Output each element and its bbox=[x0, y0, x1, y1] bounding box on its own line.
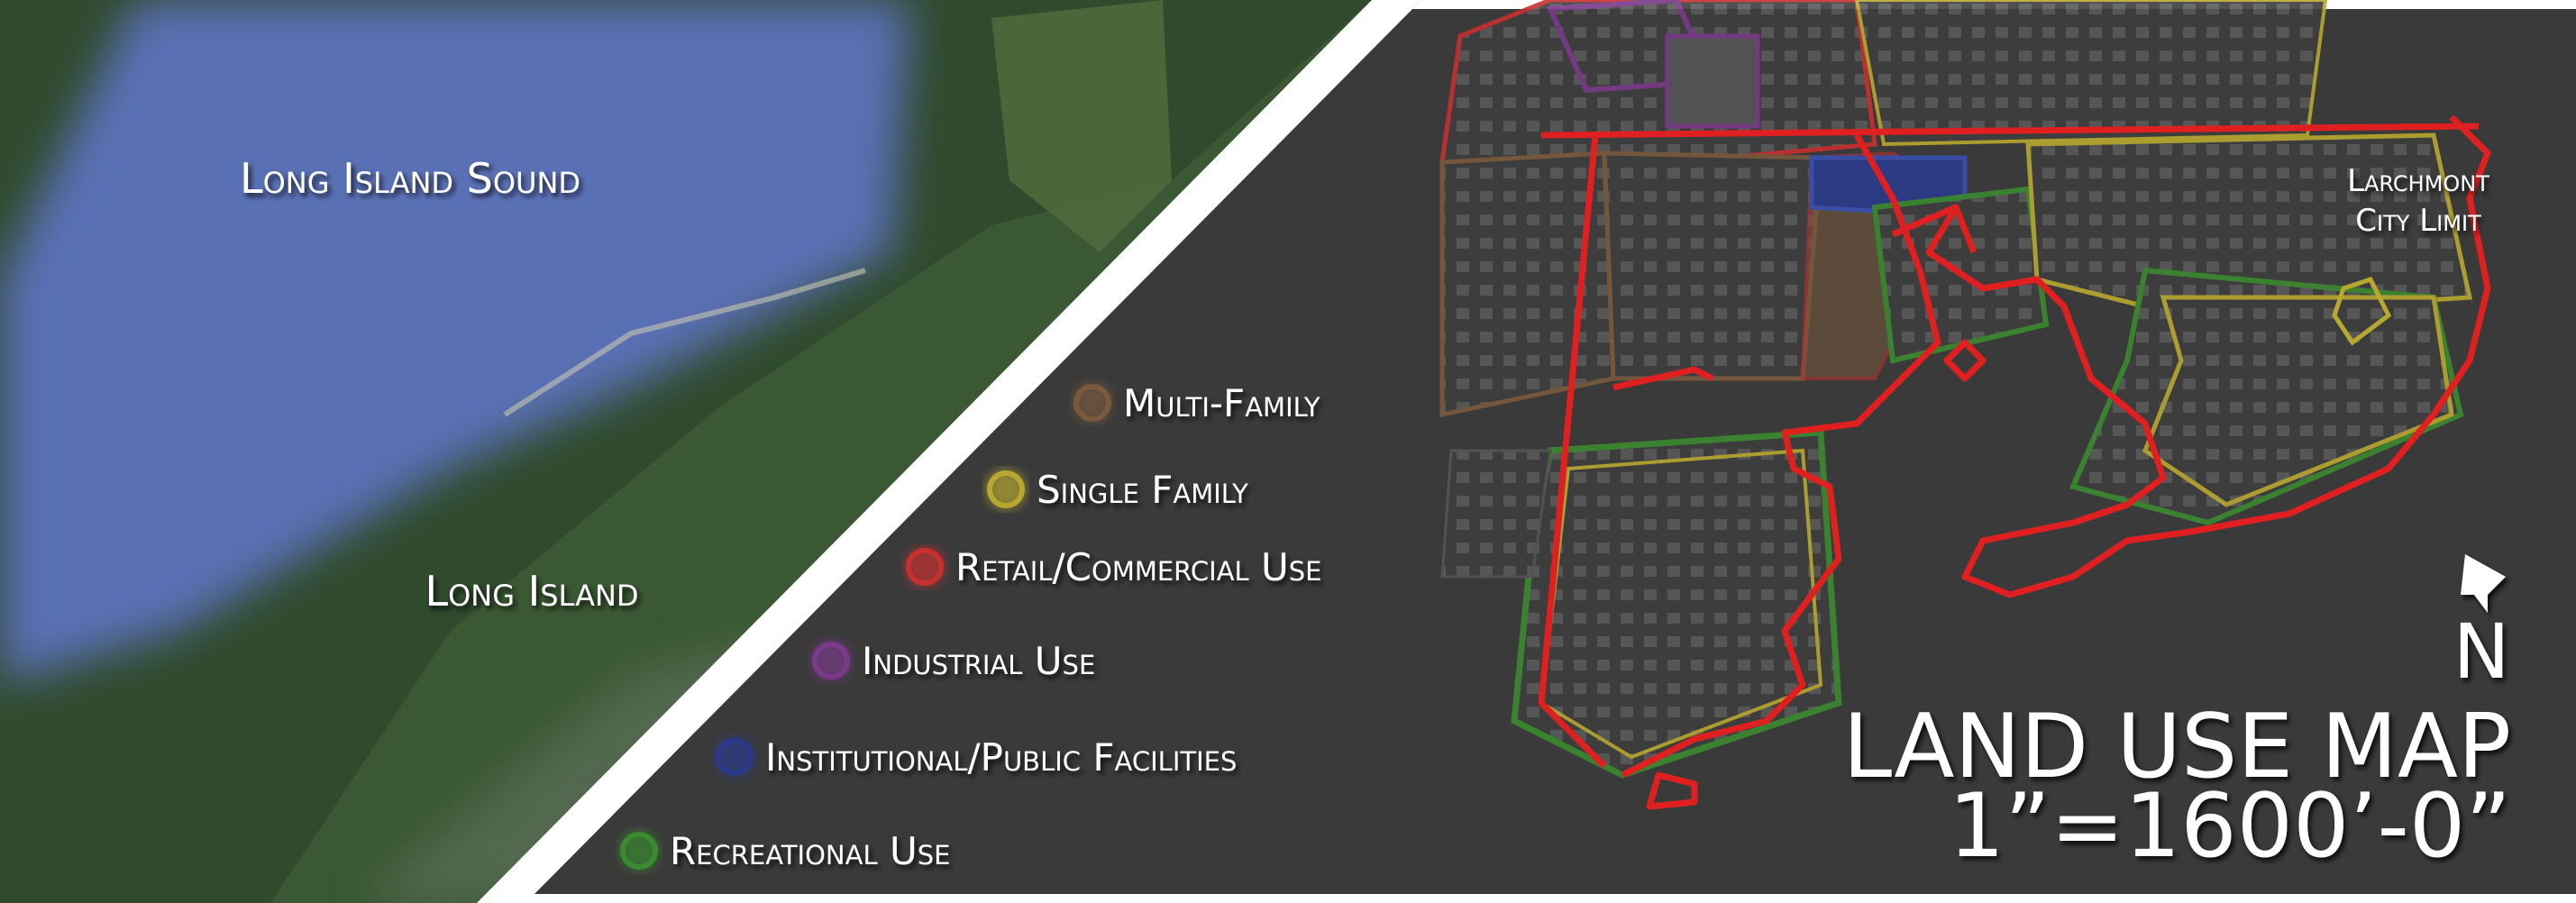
city-limit-label: City Limit bbox=[2355, 203, 2481, 239]
land-use-banner: Long Island Sound Long Island Larchmont … bbox=[0, 0, 2576, 903]
map-scale: 1”=1600’-0” bbox=[1949, 775, 2511, 878]
legend-label: Recreational Use bbox=[670, 829, 950, 873]
legend-label: Retail/Commercial Use bbox=[955, 545, 1322, 589]
north-label: N bbox=[2453, 607, 2510, 696]
city-limit-label: Larchmont bbox=[2347, 163, 2489, 199]
legend-label: Multi-Family bbox=[1123, 381, 1320, 425]
place-label: Long Island Sound bbox=[240, 154, 580, 203]
bottom-border bbox=[525, 894, 2576, 903]
place-label: Long Island bbox=[425, 567, 638, 616]
legend-label: Industrial Use bbox=[862, 639, 1095, 683]
legend-label: Single Family bbox=[1037, 468, 1248, 512]
legend-label: Institutional/Public Facilities bbox=[765, 735, 1237, 780]
